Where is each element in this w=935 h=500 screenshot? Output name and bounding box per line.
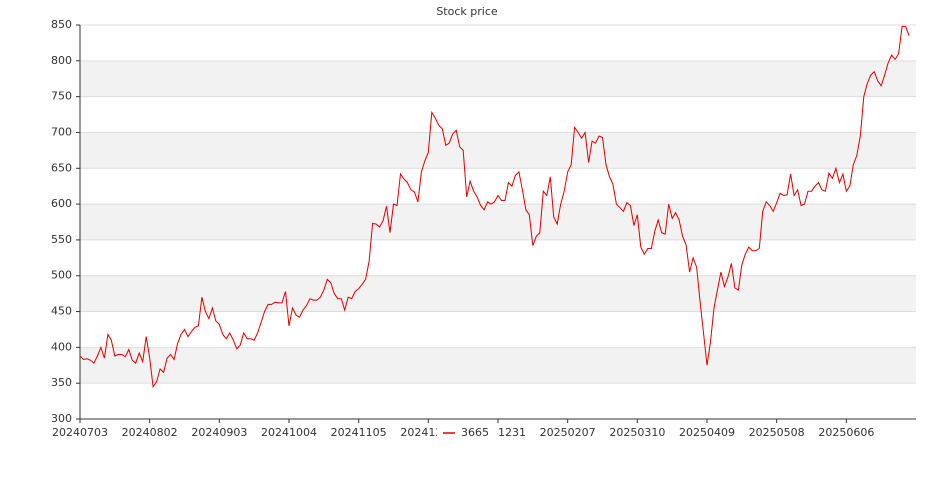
grid-band [80, 347, 916, 384]
grid-band [80, 275, 916, 312]
y-tick-label: 300 [51, 412, 72, 425]
y-tick-label: 450 [51, 305, 72, 318]
y-tick-label: 550 [51, 233, 72, 246]
y-tick-label: 600 [51, 197, 72, 210]
x-tick-label: 20250207 [540, 426, 596, 439]
x-tick-label: 20240903 [191, 426, 247, 439]
y-tick-label: 750 [51, 90, 72, 103]
chart-title: Stock price [436, 5, 498, 18]
legend: 3665 [437, 425, 497, 441]
grid-band [80, 60, 916, 97]
y-tick-label: 350 [51, 376, 72, 389]
grid-band [80, 132, 916, 169]
legend-box [437, 425, 497, 441]
y-tick-label: 400 [51, 340, 72, 353]
y-tick-label: 850 [51, 18, 72, 31]
y-tick-label: 800 [51, 54, 72, 67]
grid-band [80, 204, 916, 240]
x-tick-label: 20240802 [122, 426, 178, 439]
x-tick-label: 20250310 [609, 426, 665, 439]
y-tick-label: 650 [51, 161, 72, 174]
x-tick-label: 20241105 [331, 426, 387, 439]
legend-label: 3665 [461, 426, 489, 439]
price-line [79, 25, 910, 389]
x-tick-label: 20250508 [749, 426, 805, 439]
y-tick-label: 500 [51, 269, 72, 282]
x-tick-label: 20250606 [818, 426, 874, 439]
x-tick-label: 20250409 [679, 426, 735, 439]
y-tick-label: 700 [51, 125, 72, 138]
x-tick-label: 20240703 [52, 426, 108, 439]
x-tick-label: 20241004 [261, 426, 317, 439]
